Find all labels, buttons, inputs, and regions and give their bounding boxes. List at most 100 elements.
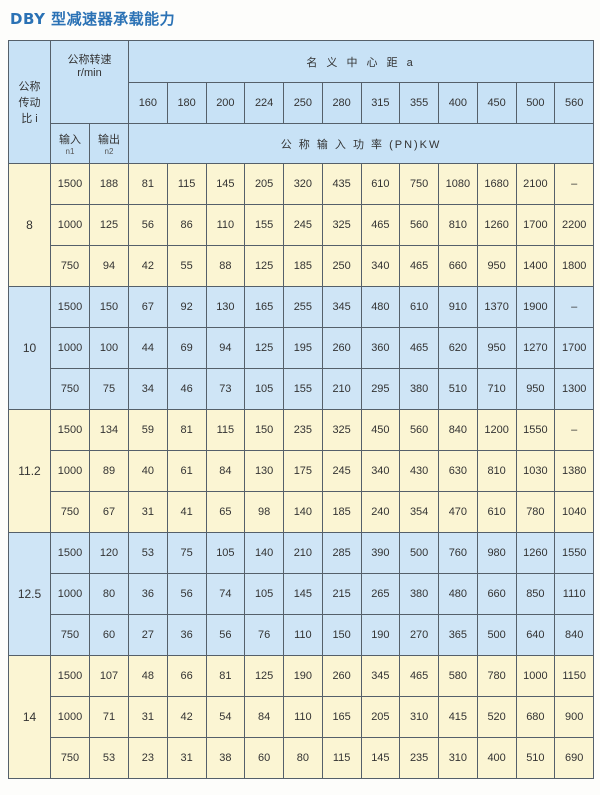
power-cell: 1000 <box>515 655 556 697</box>
output-speed-cell: 134 <box>89 409 129 451</box>
power-cell: 980 <box>476 532 517 574</box>
center-distance-cell: 400 <box>438 82 478 124</box>
power-cell: 1800 <box>554 245 595 287</box>
output-speed-cell: 80 <box>89 573 129 615</box>
page-title: DBY 型减速器承载能力 <box>10 10 176 28</box>
table-row: 1000 80 36 56 74 105 145 215 265 380 480 660 850 1110 <box>9 573 595 615</box>
power-cell: 73 <box>205 368 246 410</box>
power-cell: 580 <box>438 655 478 697</box>
power-cell: 165 <box>321 696 362 738</box>
power-cell: 130 <box>244 450 284 492</box>
center-distance-cell: 160 <box>128 82 168 124</box>
power-cell: 1030 <box>515 450 556 492</box>
power-cell: 125 <box>244 655 284 697</box>
center-distance-cell: 355 <box>399 82 439 124</box>
power-cell: 1700 <box>554 327 595 369</box>
power-cell: 66 <box>166 655 207 697</box>
power-cell: 810 <box>476 450 517 492</box>
table-row: 1000 71 31 42 54 84 110 165 205 310 415 520 680 900 <box>9 696 595 738</box>
power-cell: 450 <box>360 409 401 451</box>
power-cell: 115 <box>205 409 246 451</box>
power-cell: 340 <box>360 450 401 492</box>
power-cell: 465 <box>399 655 439 697</box>
output-label: 输出 <box>98 134 120 146</box>
center-distance-header: 名 义 中 心 距 a <box>127 40 595 83</box>
power-cell: 92 <box>166 286 207 328</box>
input-speed-header: 输入 n1 <box>50 123 90 164</box>
power-cell: 56 <box>166 573 207 615</box>
power-cell: 345 <box>360 655 401 697</box>
power-cell: 185 <box>321 491 362 533</box>
power-cell: 470 <box>438 491 478 533</box>
power-cell: 680 <box>515 696 556 738</box>
power-cell: 74 <box>205 573 246 615</box>
power-cell: 465 <box>399 245 439 287</box>
power-cell: 1380 <box>554 450 595 492</box>
power-cell: 1400 <box>515 245 556 287</box>
power-cell: 110 <box>283 696 323 738</box>
power-cell: 53 <box>128 532 168 574</box>
input-speed-cell: 1000 <box>50 450 90 492</box>
power-cell: 1260 <box>515 532 556 574</box>
power-cell: 465 <box>399 327 439 369</box>
power-cell: 760 <box>438 532 478 574</box>
center-distance-cell: 224 <box>244 82 284 124</box>
power-cell: 205 <box>244 163 284 205</box>
power-cell: 36 <box>166 614 207 656</box>
power-cell: 950 <box>476 327 517 369</box>
input-speed-cell: 1500 <box>50 163 90 205</box>
input-speed-cell: 750 <box>50 368 90 410</box>
center-distance-cell: 180 <box>166 82 207 124</box>
speed-unit: r/min <box>77 67 102 79</box>
power-cell: 1900 <box>515 286 556 328</box>
power-cell: 640 <box>515 614 556 656</box>
power-cell: 660 <box>476 573 517 615</box>
power-cell: 145 <box>360 737 401 779</box>
power-cell: 110 <box>283 614 323 656</box>
power-cell: 31 <box>166 737 207 779</box>
output-speed-cell: 75 <box>89 368 129 410</box>
ratio-header-line: 比 i <box>21 113 38 125</box>
input-speed-cell: 750 <box>50 614 90 656</box>
power-cell: 105 <box>205 532 246 574</box>
center-distance-cell: 250 <box>283 82 323 124</box>
power-cell: 850 <box>515 573 556 615</box>
power-cell: 1080 <box>438 163 478 205</box>
output-speed-cell: 89 <box>89 450 129 492</box>
load-capacity-table: 公称 传动 比 i 公称转速 r/min 名 义 中 心 距 a 160 180 2… <box>8 40 595 779</box>
ratio-header: 公称 传动 比 i <box>8 40 51 164</box>
ratio-cell: 12.5 <box>8 532 51 656</box>
input-speed-cell: 1500 <box>50 409 90 451</box>
power-cell: 250 <box>321 245 362 287</box>
power-cell: 125 <box>244 327 284 369</box>
power-cell: 76 <box>244 614 284 656</box>
power-cell: 235 <box>399 737 439 779</box>
table-row: 750 67 31 41 65 98 140 185 240 354 470 610 780 1040 <box>9 491 595 533</box>
power-cell: 660 <box>438 245 478 287</box>
power-cell: 110 <box>205 204 246 246</box>
power-cell: 310 <box>399 696 439 738</box>
power-cell: 480 <box>438 573 478 615</box>
power-cell: 88 <box>205 245 246 287</box>
input-sub: n1 <box>65 147 75 156</box>
power-cell: 1270 <box>515 327 556 369</box>
power-cell: 380 <box>399 368 439 410</box>
power-cell: 31 <box>128 491 168 533</box>
ratio-cell: 11.2 <box>8 409 51 533</box>
power-cell: 67 <box>128 286 168 328</box>
power-cell: 1700 <box>515 204 556 246</box>
input-speed-cell: 1500 <box>50 286 90 328</box>
power-cell: 105 <box>244 573 284 615</box>
power-cell: 210 <box>283 532 323 574</box>
power-cell: 65 <box>205 491 246 533</box>
table-row: 1000 100 44 69 94 125 195 260 360 465 620 950 1270 17… <box>9 327 595 369</box>
power-cell: 1550 <box>554 532 595 574</box>
power-cell: 48 <box>128 655 168 697</box>
power-cell: 190 <box>283 655 323 697</box>
power-cell: 40 <box>128 450 168 492</box>
power-cell: 205 <box>360 696 401 738</box>
power-cell: 210 <box>321 368 362 410</box>
power-cell: 42 <box>166 696 207 738</box>
power-cell: 81 <box>205 655 246 697</box>
power-cell: 115 <box>321 737 362 779</box>
